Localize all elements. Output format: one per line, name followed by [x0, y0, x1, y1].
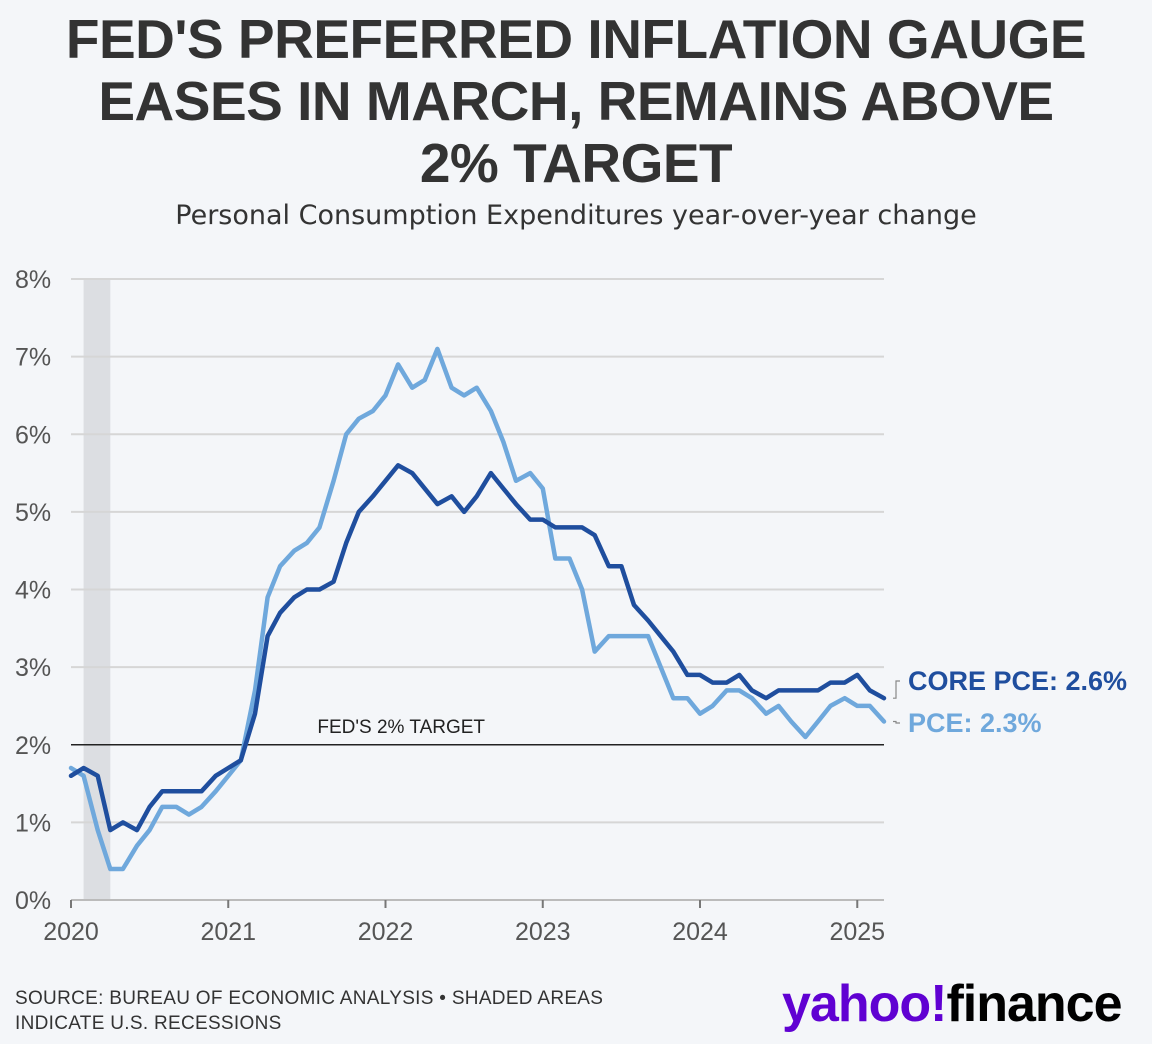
y-tick-label: 1% [15, 809, 51, 837]
source-line-1: SOURCE: BUREAU OF ECONOMIC ANALYSIS • SH… [15, 988, 604, 1009]
x-tick-label: 2024 [672, 918, 728, 946]
logo-finance-text: finance [946, 975, 1122, 1033]
y-tick-label: 5% [15, 499, 51, 527]
target-line-label: FED'S 2% TARGET [317, 717, 485, 738]
end-label-leader [893, 720, 900, 724]
core-pce-end-label: CORE PCE: 2.6% [908, 666, 1127, 696]
logo-yahoo-text: yahoo! [782, 975, 947, 1033]
pce-end-label: PCE: 2.3% [908, 708, 1042, 738]
title-line-3: 2% TARGET [419, 132, 733, 194]
yahoo-finance-logo: yahoo!finance [782, 972, 1142, 1036]
y-tick-label: 6% [15, 421, 51, 449]
source-note: SOURCE: BUREAU OF ECONOMIC ANALYSIS • SH… [15, 986, 715, 1036]
end-label-leader [893, 680, 900, 699]
source-line-2: INDICATE U.S. RECESSIONS [15, 1013, 282, 1034]
y-tick-label: 2% [15, 732, 51, 760]
y-tick-label: 0% [15, 887, 51, 915]
title-line-1: FED'S PREFERRED INFLATION GAUGE [65, 8, 1087, 70]
x-tick-label: 2021 [200, 918, 256, 946]
chart-subtitle: Personal Consumption Expenditures year-o… [175, 200, 977, 231]
y-tick-label: 4% [15, 577, 51, 605]
pce-line [68, 346, 887, 872]
y-tick-label: 8% [15, 266, 51, 294]
x-tick-label: 2025 [829, 918, 885, 946]
x-tick-label: 2020 [43, 918, 99, 946]
core-pce-line [68, 463, 887, 833]
y-tick-label: 7% [15, 344, 51, 372]
x-tick-label: 2022 [358, 918, 414, 946]
chart-title: FED'S PREFERRED INFLATION GAUGE EASES IN… [0, 8, 1152, 194]
title-line-2: EASES IN MARCH, REMAINS ABOVE [98, 70, 1054, 132]
x-tick-label: 2023 [515, 918, 571, 946]
y-tick-label: 3% [15, 654, 51, 682]
